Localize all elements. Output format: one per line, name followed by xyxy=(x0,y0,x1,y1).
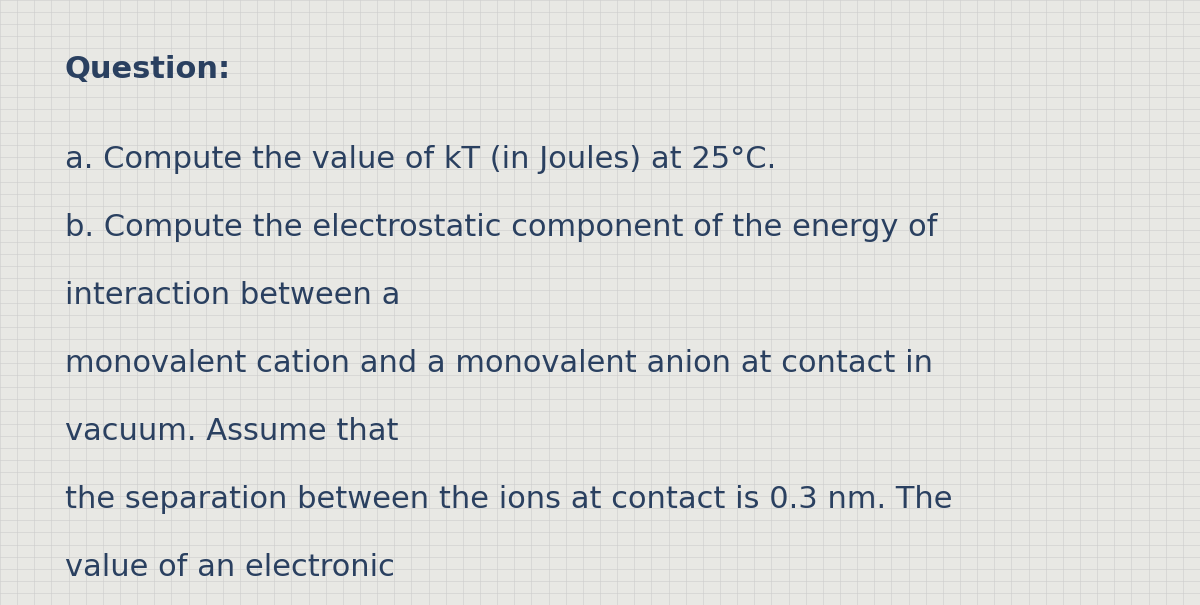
Text: vacuum. Assume that: vacuum. Assume that xyxy=(65,417,398,446)
Text: interaction between a: interaction between a xyxy=(65,281,401,310)
Text: Question:: Question: xyxy=(65,55,232,84)
Text: value of an electronic: value of an electronic xyxy=(65,553,395,582)
Text: b. Compute the electrostatic component of the energy of: b. Compute the electrostatic component o… xyxy=(65,213,937,242)
Text: monovalent cation and a monovalent anion at contact in: monovalent cation and a monovalent anion… xyxy=(65,349,934,378)
Text: a. Compute the value of kT (in Joules) at 25°C.: a. Compute the value of kT (in Joules) a… xyxy=(65,145,776,174)
Text: the separation between the ions at contact is 0.3 nm. The: the separation between the ions at conta… xyxy=(65,485,953,514)
